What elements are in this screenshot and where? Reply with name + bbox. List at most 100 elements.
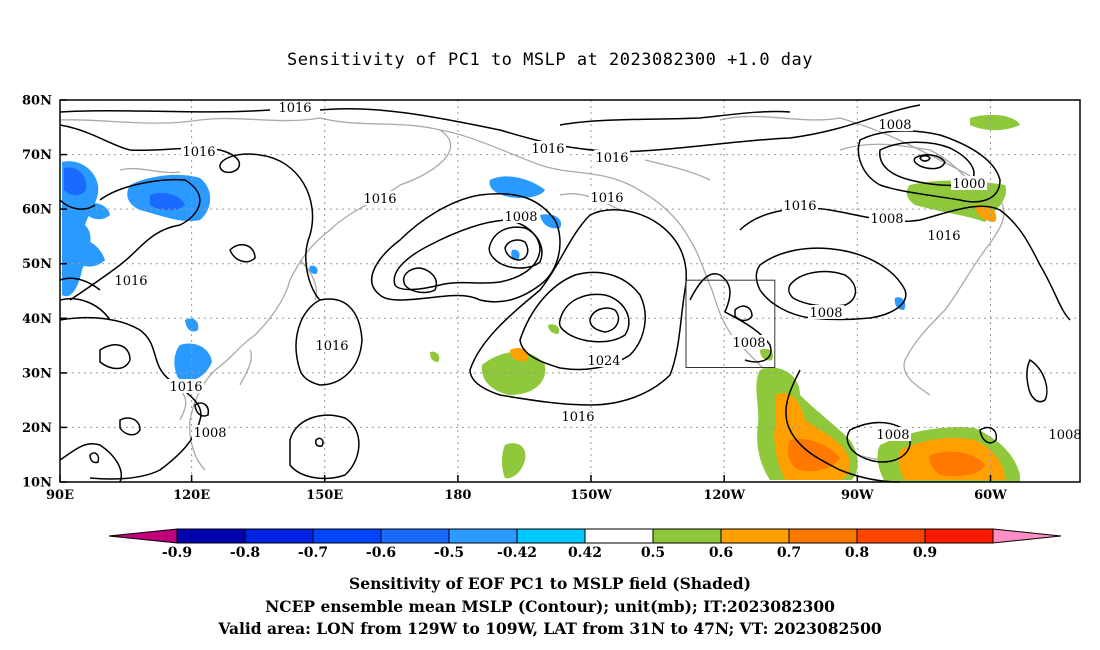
lat-label: 60N xyxy=(22,203,52,218)
contour-label-bg xyxy=(1047,427,1083,441)
contour-label: 1016 xyxy=(278,101,311,116)
contour-label: 1016 xyxy=(783,199,816,214)
contour-label-bg xyxy=(362,191,398,205)
contour-label-bg xyxy=(731,335,767,349)
tick-marks xyxy=(59,99,992,483)
colorbar-segment xyxy=(176,528,246,544)
caption-line-contour: NCEP ensemble mean MSLP (Contour); unit(… xyxy=(265,596,835,616)
contour-label: 1016 xyxy=(114,274,147,289)
contour-label-bg xyxy=(594,150,630,164)
contour-label: 1008 xyxy=(504,210,537,225)
caption-line-valid-area: Valid area: LON from 129W to 109W, LAT f… xyxy=(218,619,882,638)
lon-label: 90W xyxy=(841,488,874,503)
contour-label: 1008 xyxy=(870,212,903,227)
colorbar-segment xyxy=(380,528,450,544)
colorbar-labels: -0.9 -0.8 -0.7 -0.6 -0.5 -0.42 0.42 0.5 … xyxy=(162,545,937,561)
caption-line-shaded: Sensitivity of EOF PC1 to MSLP field (Sh… xyxy=(349,574,751,593)
contour-label: 1016 xyxy=(182,145,215,160)
colorbar-tick-label: 0.5 xyxy=(641,545,665,561)
colorbar-tick-label: -0.8 xyxy=(230,545,260,561)
colorbar-segment xyxy=(992,528,1062,544)
contour-label-bg xyxy=(877,117,913,131)
lat-label: 30N xyxy=(22,366,52,381)
colorbar-segment xyxy=(516,528,586,544)
lat-label: 50N xyxy=(22,257,52,272)
lat-label: 40N xyxy=(22,312,52,327)
contour-label-bg xyxy=(530,141,566,155)
contour-label-bg xyxy=(503,209,539,223)
contour-label: 1008 xyxy=(193,426,226,441)
contour-label: 1016 xyxy=(595,151,628,166)
contour-label: 1016 xyxy=(927,229,960,244)
colorbar-tick-label: -0.7 xyxy=(298,545,328,561)
lat-label: 80N xyxy=(22,94,52,109)
contour-label: 1008 xyxy=(732,336,765,351)
colorbar-segment xyxy=(856,528,926,544)
contour-label: 1016 xyxy=(531,142,564,157)
contour-label-bg xyxy=(168,379,204,393)
lon-label: 60W xyxy=(974,488,1007,503)
colorbar-tick-label: 0.6 xyxy=(709,545,733,561)
contour-label-bg xyxy=(113,273,149,287)
colorbar-segment xyxy=(584,528,654,544)
contour-label-bg xyxy=(782,198,818,212)
contour-label-bg xyxy=(926,228,962,242)
contour-label: 1016 xyxy=(561,410,594,425)
colorbar-segment xyxy=(312,528,382,544)
contour-label-bg xyxy=(181,144,217,158)
colorbar-tick-label: -0.42 xyxy=(497,545,537,561)
colorbar-segment xyxy=(652,528,722,544)
lon-label: 150E xyxy=(306,488,343,503)
colorbar-tick-label: -0.9 xyxy=(162,545,192,561)
colorbar-tick-label: -0.6 xyxy=(366,545,396,561)
contour-label: 1024 xyxy=(587,354,620,369)
contour-label: 1016 xyxy=(169,380,202,395)
colorbar-tick-label: 0.8 xyxy=(845,545,869,561)
lon-label: 150W xyxy=(570,488,612,503)
lat-label: 10N xyxy=(22,476,52,491)
lat-label: 70N xyxy=(22,148,52,163)
lon-labels: 90E 120E 150E 180 150W 120W 90W 60W xyxy=(46,488,1007,503)
lat-labels: 80N 70N 60N 50N 40N 30N 20N 10N xyxy=(22,94,52,491)
contour-label: 1016 xyxy=(315,339,348,354)
contour-label-bg xyxy=(875,427,911,441)
contour-labels: 1016 1016 1016 1016 1016 1016 1016 1008 1016 1016… xyxy=(113,100,1083,443)
colorbar-segment xyxy=(108,528,178,544)
colorbar xyxy=(108,528,1062,544)
lon-label: 120E xyxy=(173,488,210,503)
lon-label: 120W xyxy=(703,488,745,503)
contour-label-bg xyxy=(951,176,987,190)
colorbar-segment xyxy=(244,528,314,544)
colorbar-tick-label: 0.42 xyxy=(568,545,602,561)
contour-label: 1016 xyxy=(590,191,623,206)
colorbar-segment xyxy=(448,528,518,544)
contour-label-bg xyxy=(192,425,228,439)
lat-label: 20N xyxy=(22,421,52,436)
contour-label: 1008 xyxy=(878,118,911,133)
contour-label: 1008 xyxy=(1048,428,1081,443)
contour-label-bg xyxy=(808,305,844,319)
caption-block: Sensitivity of EOF PC1 to MSLP field (Sh… xyxy=(0,573,1100,641)
colorbar-segment xyxy=(924,528,994,544)
colorbar-segment xyxy=(720,528,790,544)
contour-label-bg xyxy=(277,100,313,114)
plot-frame xyxy=(59,99,1081,483)
lon-label: 180 xyxy=(444,488,471,503)
colorbar-tick-label: -0.5 xyxy=(434,545,464,561)
contour-label: 1016 xyxy=(363,192,396,207)
contour-label-bg xyxy=(586,353,622,367)
contour-label-bg xyxy=(560,409,596,423)
map-title: Sensitivity of PC1 to MSLP at 2023082300… xyxy=(286,50,813,70)
colorbar-tick-label: 0.9 xyxy=(913,545,937,561)
contour-label: 1008 xyxy=(809,306,842,321)
lon-label: 90E xyxy=(46,488,74,503)
contour-label-bg xyxy=(589,190,625,204)
colorbar-tick-label: 0.7 xyxy=(777,545,801,561)
contour-label-bg xyxy=(869,211,905,225)
valid-area-box xyxy=(685,279,776,369)
contour-label-bg xyxy=(314,338,350,352)
contour-label: 1000 xyxy=(952,177,985,192)
colorbar-segment xyxy=(788,528,858,544)
contour-label: 1008 xyxy=(876,428,909,443)
